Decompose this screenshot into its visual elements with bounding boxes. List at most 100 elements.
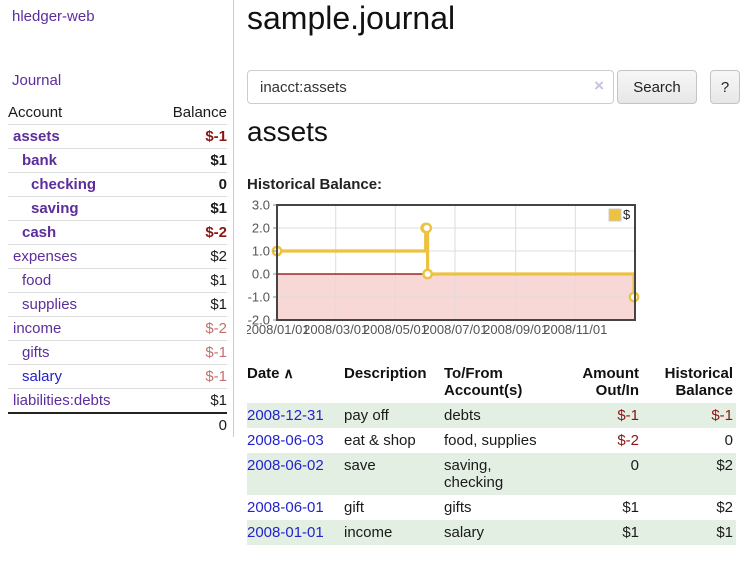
accounts-table: Account Balance assets $-1 bank $1 checking 0… [8,101,227,437]
transaction-date-link[interactable]: 2008-12-31 [247,407,324,424]
transaction-balance: $1 [716,524,733,541]
transaction-description: pay off [344,407,389,424]
account-row: saving $1 [8,196,227,221]
register-row: 2008-06-03 eat & shop food, supplies $-2 0 [247,428,736,453]
account-balance: $-1 [205,344,227,361]
transaction-accounts: salary [444,524,485,541]
transaction-balance: 0 [724,432,733,449]
transaction-date-link[interactable]: 2008-06-03 [247,432,324,449]
register-col-label: Description [344,365,427,382]
sort-ascending-icon: ∧ [283,365,294,381]
account-link-bank[interactable]: bank [22,152,58,169]
account-balance: $-2 [205,224,227,241]
account-link-assets[interactable]: assets [13,128,60,145]
accounts-total-row: 0 [8,413,227,437]
account-row: assets $-1 [8,124,227,149]
account-balance: $1 [210,152,227,169]
account-link-expenses[interactable]: expenses [13,248,78,265]
account-row: food $1 [8,268,227,293]
account-link-saving[interactable]: saving [31,200,79,217]
account-link-gifts[interactable]: gifts [22,344,50,361]
x-axis-tick-label: 2008/07/01 [422,322,487,337]
account-row: bank $1 [8,148,227,173]
register-col-label: Amount [582,365,639,382]
historical-balance-chart: $3.0 2.0 1.0 0.0 -1.0 -2.0 2008/01/01 2008/03/0… [244,198,647,342]
transaction-amount: $1 [622,499,639,516]
register-row: 2008-01-01 income salary $1 $1 [247,520,736,545]
chart-title: Historical Balance: [247,176,383,193]
search-box: × [247,70,614,104]
accounts-total-value: 0 [218,417,227,434]
register-col-label: Account(s) [444,382,523,399]
register-col-description: Description [344,361,444,403]
x-axis-tick-label: 2008/05/01 [363,322,428,337]
transaction-accounts: debts [444,407,481,424]
transaction-amount: $-1 [617,407,639,424]
accounts-col-account: Account [8,104,63,121]
legend-label: $ [623,207,631,222]
register-col-date[interactable]: Date ∧ [247,361,344,403]
search-button[interactable]: Search [617,70,697,104]
transaction-date-link[interactable]: 2008-06-01 [247,499,324,516]
account-balance: $1 [210,200,227,217]
sidebar-item-journal[interactable]: Journal [12,72,62,89]
search-row: × Search ? [247,70,742,104]
account-link-cash[interactable]: cash [22,224,57,241]
transaction-description: save [344,457,376,474]
transaction-description: gift [344,499,365,516]
search-input[interactable] [258,72,582,102]
register-row: 2008-06-01 gift gifts $1 $2 [247,495,736,520]
register-col-label: To/From [444,365,503,382]
x-axis-tick-label: 2008/03/01 [303,322,368,337]
account-row: expenses $2 [8,244,227,269]
transaction-amount: $-2 [617,432,639,449]
transaction-accounts: gifts [444,499,472,516]
transaction-date-link[interactable]: 2008-01-01 [247,524,324,541]
transaction-accounts: food, supplies [444,432,537,449]
account-link-salary[interactable]: salary [22,368,63,385]
account-link-liabilities-debts[interactable]: liabilities:debts [13,392,111,409]
main-content: sample.journal × Search ? assets Histori… [244,0,742,582]
account-row: liabilities:debts $1 [8,388,227,414]
y-axis-tick-label: -1.0 [248,290,270,305]
register-row: 2008-06-02 save saving, checking 0 $2 [247,453,736,495]
register-table: Date ∧ Description To/From Account(s) Amount O… [247,361,736,545]
transaction-balance: $-1 [711,407,733,424]
app-brand-link[interactable]: hledger-web [12,8,95,25]
x-axis-tick-label: 2008/01/01 [247,322,310,337]
transaction-balance: $2 [716,457,733,474]
account-link-supplies[interactable]: supplies [22,296,78,313]
account-row: gifts $-1 [8,340,227,365]
register-col-label: Balance [675,382,733,399]
account-link-income[interactable]: income [13,320,62,337]
account-link-food[interactable]: food [22,272,52,289]
register-col-amount: Amount Out/In [554,361,642,403]
account-heading: assets [247,116,328,147]
transaction-description: income [344,524,393,541]
page-title: sample.journal [247,0,456,36]
register-col-to-from: To/From Account(s) [444,361,554,403]
transaction-date-link[interactable]: 2008-06-02 [247,457,324,474]
account-balance: $2 [210,248,227,265]
chart-canvas: $3.0 2.0 1.0 0.0 -1.0 -2.02008/01/012008/03/0… [244,198,640,337]
transaction-amount: $1 [622,524,639,541]
x-axis-tick-label: 2008/09/01 [483,322,548,337]
account-row: checking 0 [8,172,227,197]
account-balance: $-2 [205,320,227,337]
register-col-label: Historical [664,365,733,382]
register-col-label: Out/In [595,382,639,399]
account-row: supplies $1 [8,292,227,317]
account-link-checking[interactable]: checking [31,176,97,193]
register-col-label: Date [247,365,280,382]
clear-search-icon[interactable]: × [594,76,604,95]
sidebar: hledger-web Journal Account Balance asse… [0,0,234,437]
transaction-accounts: saving, checking [444,457,504,491]
account-balance: $-1 [205,368,227,385]
y-axis-tick-label: 1.0 [252,244,270,259]
y-axis-tick-label: 3.0 [252,200,270,213]
y-axis-tick-label: 0.0 [252,267,270,282]
account-balance: $-1 [205,128,227,145]
help-button[interactable]: ? [710,70,740,104]
account-balance: $1 [210,392,227,409]
transaction-balance: $2 [716,499,733,516]
